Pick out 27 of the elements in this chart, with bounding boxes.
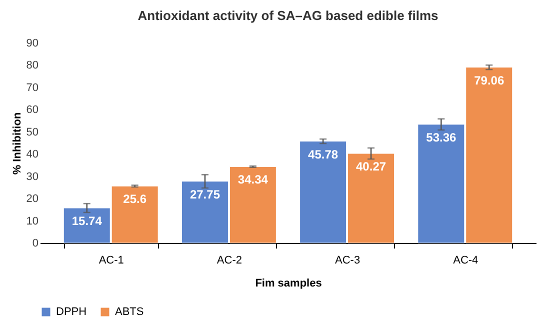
data-label: 15.74 <box>72 214 102 228</box>
y-tick-label: 30 <box>26 170 38 183</box>
data-label: 53.36 <box>426 130 457 144</box>
chart-title: Antioxidant activity of SA–AG based edible films <box>138 8 438 23</box>
data-label: 27.75 <box>190 187 220 202</box>
y-axis-title: % Inhibition <box>11 112 24 175</box>
data-label: 45.78 <box>308 147 338 162</box>
legend-label: DPPH <box>56 306 87 318</box>
x-tick-label: AC-4 <box>453 254 478 266</box>
x-tick-label: AC-3 <box>335 254 360 266</box>
y-tick-label: 60 <box>26 104 38 116</box>
y-tick-label: 0 <box>32 238 38 250</box>
x-tick-label: AC-1 <box>98 254 124 266</box>
data-label: 79.06 <box>474 73 504 88</box>
legend-label: ABTS <box>115 306 144 318</box>
y-tick-label: 70 <box>26 82 38 94</box>
y-tick-label: 20 <box>26 193 38 206</box>
y-tick-label: 10 <box>26 215 38 228</box>
data-label: 25.6 <box>123 192 147 206</box>
data-label: 34.34 <box>238 172 268 187</box>
y-tick-label: 40 <box>26 148 38 161</box>
x-tick-label: AC-2 <box>216 254 242 266</box>
y-tick-label: 80 <box>26 60 38 72</box>
data-label: 40.27 <box>356 160 386 174</box>
y-tick-label: 90 <box>26 38 38 50</box>
x-axis-title: Fim samples <box>255 278 322 290</box>
y-tick-label: 50 <box>26 126 38 138</box>
